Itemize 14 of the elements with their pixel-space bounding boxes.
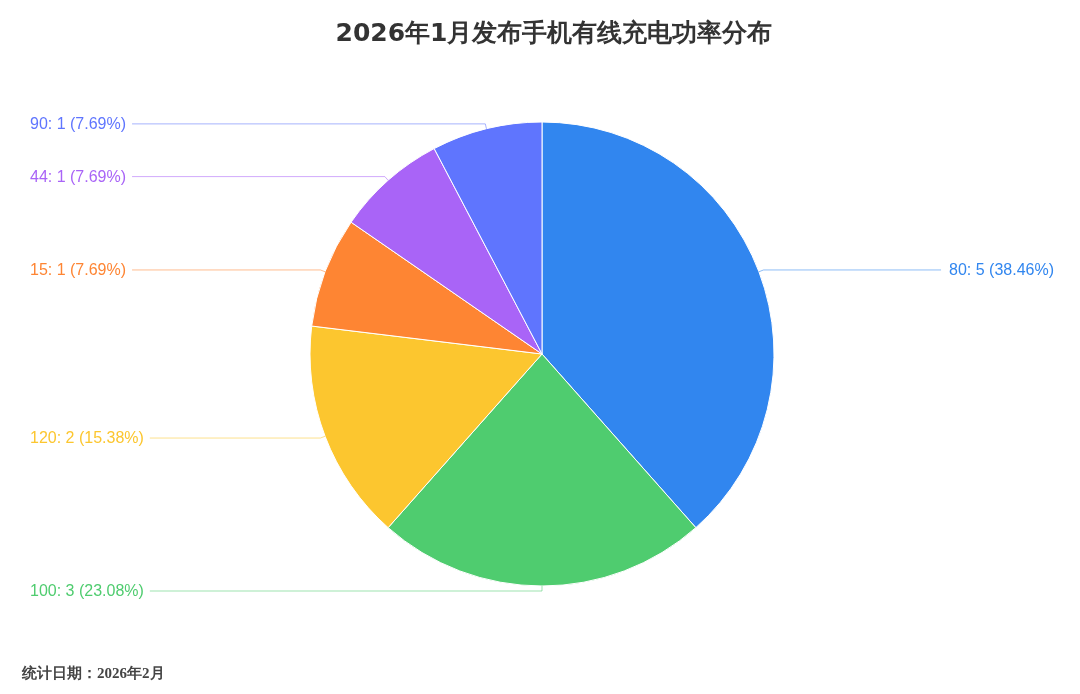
slice-label: 44: [30, 167, 48, 185]
slice-label: 15: [30, 260, 48, 278]
slice-label: 100: [30, 582, 57, 599]
data-label: : 2 (15.38%): [56, 429, 144, 447]
text: 统计日期：2026年2月: [21, 665, 165, 681]
data-label: : 5 (38.46%): [966, 260, 1054, 278]
chart-title: 2026年1月发布手机有线充电功率分布: [335, 18, 773, 47]
data-label: : 3 (23.08%): [56, 582, 144, 599]
data-label: : 1 (7.69%): [47, 114, 127, 132]
slice-label: 120: [30, 429, 57, 447]
slice-label: 80: [949, 260, 967, 278]
slice-label: 90: [30, 114, 48, 132]
data-label: : 1 (7.69%): [47, 260, 127, 278]
data-label: : 1 (7.69%): [47, 167, 127, 185]
